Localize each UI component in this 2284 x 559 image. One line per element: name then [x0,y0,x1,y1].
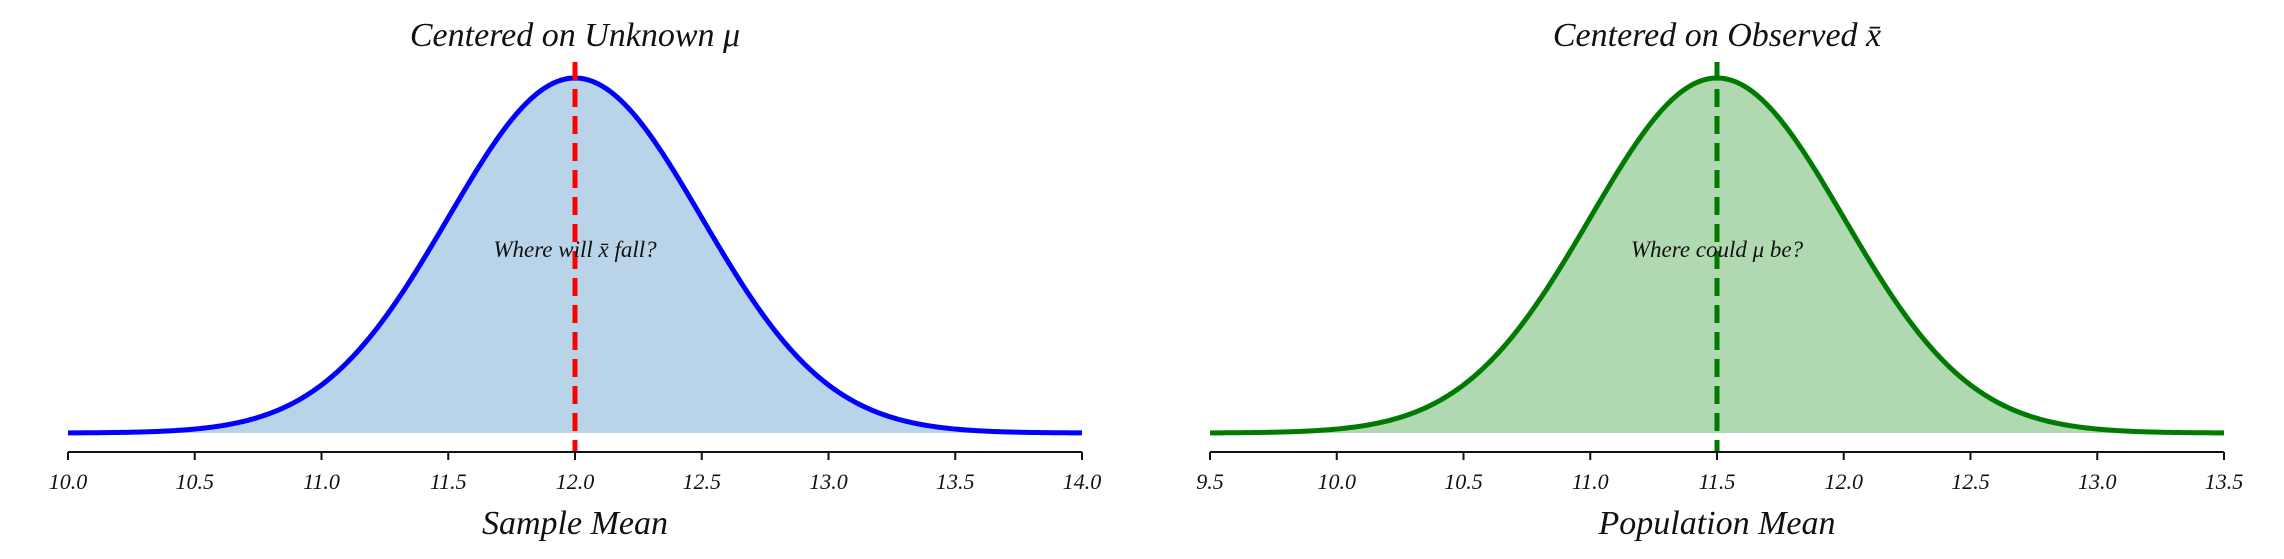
right-x-tick-label: 13.5 [2205,469,2244,494]
left-x-tick-label: 13.0 [809,469,848,494]
right-panel: 9.5 10.0 10.5 11.0 11.5 12.0 12.5 13.0 13.5 Cent… [1196,17,2243,542]
right-x-tick-label: 11.0 [1572,469,1609,494]
left-x-tick-label: 13.5 [936,469,975,494]
right-x-tick-label: 11.5 [1699,469,1736,494]
left-x-tick-label: 11.5 [430,469,467,494]
left-panel: 10.0 10.5 11.0 11.5 12.0 12.5 13.0 13.5 14.0 Cen… [49,17,1102,542]
right-chart-title: Centered on Observed x̄ [1553,17,1881,54]
left-x-tick-label: 10.5 [176,469,215,494]
left-chart-title: Centered on Unknown μ [410,17,740,54]
right-x-ticks: 9.5 10.0 10.5 11.0 11.5 12.0 12.5 13.0 13.5 [1196,452,2243,494]
left-x-tick-label: 11.0 [303,469,340,494]
left-x-tick-label: 14.0 [1063,469,1102,494]
right-x-tick-label: 10.5 [1444,469,1483,494]
left-x-axis-label: Sample Mean [482,505,668,542]
left-annotation: Where will x̄ fall? [493,237,657,262]
right-x-tick-label: 10.0 [1318,469,1357,494]
left-x-ticks: 10.0 10.5 11.0 11.5 12.0 12.5 13.0 13.5 14.0 [49,452,1102,494]
right-x-tick-label: 9.5 [1196,469,1224,494]
right-x-axis-label: Population Mean [1597,505,1835,542]
left-x-tick-label: 12.5 [683,469,722,494]
right-x-tick-label: 13.0 [2078,469,2117,494]
right-x-tick-label: 12.5 [1951,469,1990,494]
right-x-tick-label: 12.0 [1825,469,1864,494]
left-x-tick-label: 10.0 [49,469,88,494]
left-x-tick-label: 12.0 [556,469,595,494]
right-annotation: Where could μ be? [1631,237,1804,262]
